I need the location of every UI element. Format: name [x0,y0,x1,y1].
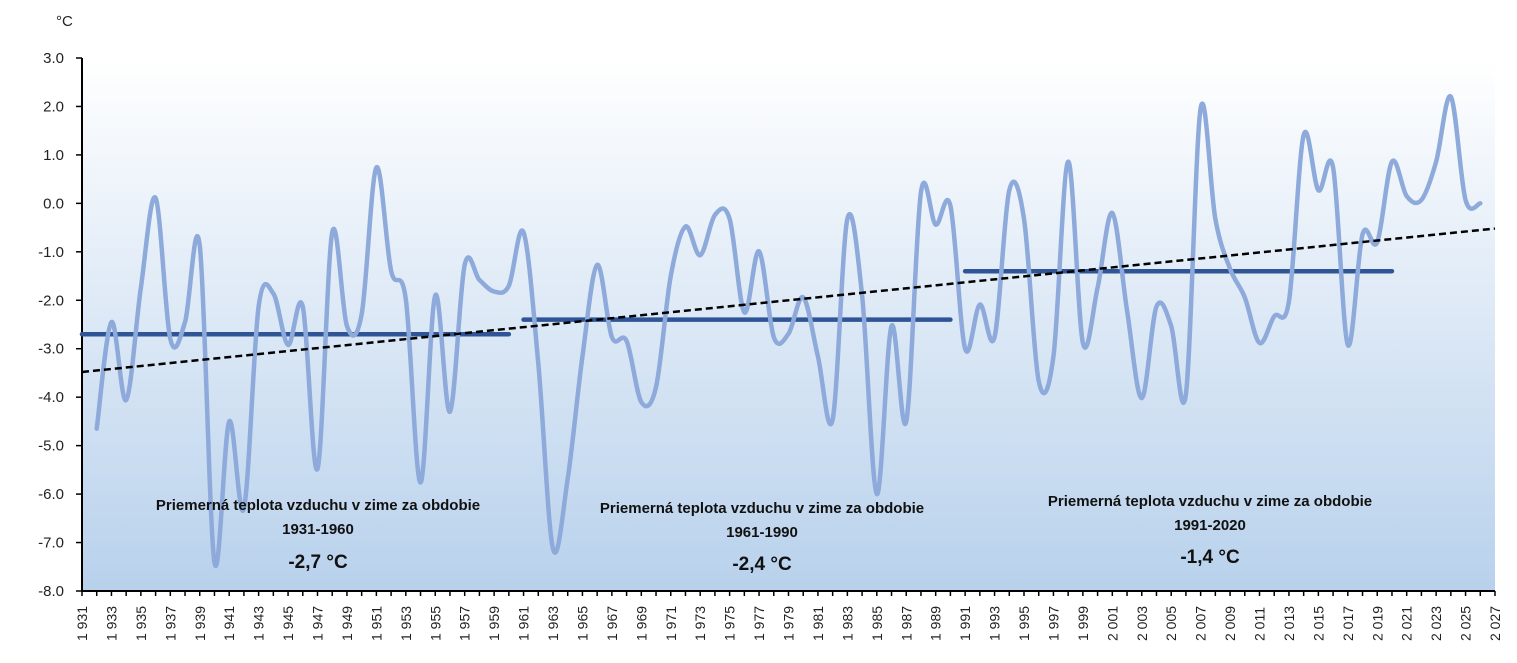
y-tick-label: -6.0 [38,486,64,503]
period-label-title: Priemerná teplota vzduchu v zime za obdo… [156,497,480,514]
y-tick-label: -8.0 [38,583,64,600]
series-group [94,94,1483,569]
period-label-value: -1,4 °C [1180,547,1240,568]
y-tick-label: 3.0 [43,50,64,67]
x-axis: 1 931 1 933 1 935 1 937 1 939 1 941 1 943 1 945… [74,590,1503,641]
y-tick-label: 0.0 [43,195,64,212]
period-label-years: 1991-2020 [1174,517,1246,534]
y-tick-label: -4.0 [38,389,64,406]
x-tick-label: 1 961 [516,606,532,641]
x-tick-label: 1 947 [310,606,326,641]
plot-area [82,58,1495,591]
x-tick-label: 1 987 [898,606,914,641]
x-tick-label: 1 997 [1045,606,1061,641]
x-tick-label: 2 007 [1193,606,1209,641]
x-tick-label: 1 965 [574,606,590,641]
y-tick-label: 1.0 [43,147,64,164]
x-tick-label: 1 951 [368,606,384,641]
x-tick-label: 2 011 [1252,607,1268,641]
trend-group [81,227,1496,374]
x-tick-label: 2 013 [1281,606,1297,641]
x-tick-label: 1 975 [722,606,738,641]
x-tick-label: 1 979 [781,606,797,641]
x-tick-label: 2 027 [1487,606,1503,641]
x-tick-label: 2 025 [1458,606,1474,641]
x-tick-label: 2 005 [1163,606,1179,641]
y-tick-label: -5.0 [38,438,64,455]
annotations: Priemerná teplota vzduchu v zime za obdo… [156,493,1372,575]
x-tick-label: 1 943 [251,606,267,641]
period-mean-lines [79,268,1395,337]
x-tick-label: 1 941 [221,606,237,641]
y-tick-label: -1.0 [38,244,64,261]
x-tick-label: 1 967 [604,606,620,641]
x-tick-label: 1 993 [987,606,1003,641]
x-tick-label: 2 015 [1310,606,1326,641]
period-label-title: Priemerná teplota vzduchu v zime za obdo… [600,500,924,517]
x-tick-label: 2 009 [1222,606,1238,641]
x-tick-label: 2 001 [1104,606,1120,641]
x-tick-label: 1 971 [663,606,679,641]
x-tick-label: 1 973 [692,606,708,641]
y-axis: 3.0 2.0 1.0 0.0 -1.0 -2.0 -3.0 -4.0 -5.0 -6.0 -7.0… [38,50,83,600]
x-tick-label: 1 963 [545,606,561,641]
period-label-years: 1961-1990 [726,524,798,541]
x-tick-label: 1 931 [74,606,90,641]
y-tick-label: -2.0 [38,292,64,309]
x-tick-label: 1 949 [339,606,355,641]
x-tick-label: 1 981 [810,606,826,641]
trend-line [81,227,1496,374]
y-tick-label: 2.0 [43,98,64,115]
x-tick-label: 1 969 [633,606,649,641]
x-tick-label: 2 019 [1369,606,1385,641]
x-tick-label: 2 021 [1399,606,1415,641]
x-tick-label: 1 991 [957,606,973,641]
x-tick-label: 1 985 [869,606,885,641]
period-label-value: -2,4 °C [732,554,792,575]
x-tick-label: 1 937 [162,606,178,641]
x-tick-label: 2 023 [1428,606,1444,641]
period-label-value: -2,7 °C [288,552,348,573]
x-tick-label: 1 959 [486,606,502,641]
x-tick-label: 1 935 [133,606,149,641]
x-tick-label: 2 003 [1134,606,1150,641]
period-label-title: Priemerná teplota vzduchu v zime za obdo… [1048,493,1372,510]
x-tick-label: 1 933 [103,606,119,641]
x-tick-label: 1 955 [427,606,443,641]
x-tick-label: 1 939 [192,606,208,641]
y-axis-unit: °C [56,13,73,30]
x-tick-label: 1 983 [839,606,855,641]
y-tick-label: -3.0 [38,341,64,358]
x-tick-label: 1 945 [280,606,296,641]
x-tick-label: 1 953 [398,606,414,641]
y-tick-label: -7.0 [38,535,64,552]
period-label-years: 1931-1960 [282,521,354,538]
temperature-series-line [94,94,1483,569]
x-tick-label: 1 977 [751,606,767,641]
x-tick-label: 2 017 [1340,606,1356,641]
x-tick-label: 1 989 [928,606,944,641]
x-tick-label: 1 957 [457,606,473,641]
x-tick-label: 1 999 [1075,606,1091,641]
x-tick-label: 1 995 [1016,606,1032,641]
